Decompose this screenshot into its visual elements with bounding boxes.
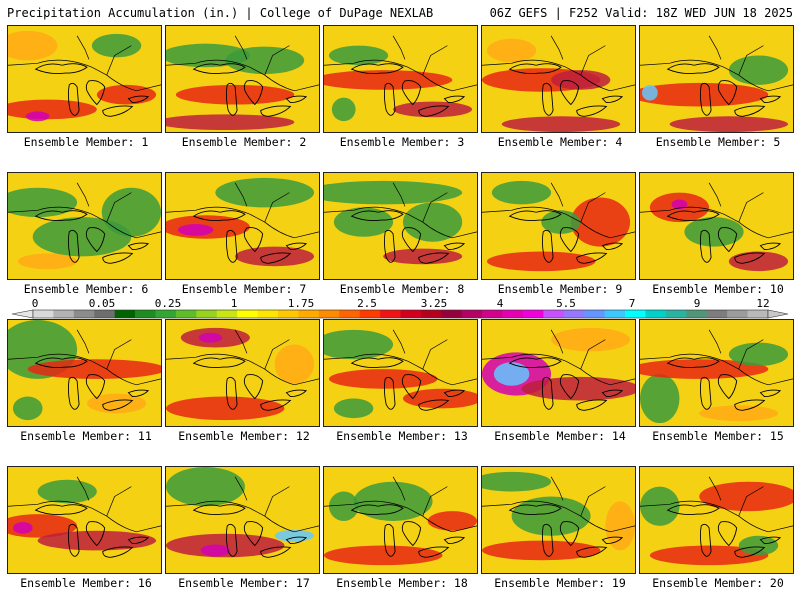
ensemble-member-label: Ensemble Member: 10: [652, 282, 784, 296]
colorbar-segment: [318, 310, 340, 318]
colorbar-segment: [298, 310, 320, 318]
ensemble-member-label: Ensemble Member: 5: [655, 135, 781, 149]
colorbar-segment: [625, 310, 646, 318]
colorbar-segment: [339, 310, 360, 318]
ensemble-map-12: [165, 319, 320, 427]
colorbar-segment: [196, 310, 218, 318]
ensemble-map-5: [639, 25, 794, 133]
ensemble-member-label: Ensemble Member: 12: [178, 429, 310, 443]
colorbar-segment: [278, 310, 299, 318]
colorbar-tick-label: 3.25: [420, 297, 448, 310]
ensemble-member-label: Ensemble Member: 13: [336, 429, 468, 443]
ensemble-map-10: [639, 172, 794, 280]
ensemble-member-label: Ensemble Member: 11: [20, 429, 152, 443]
ensemble-member-label: Ensemble Member: 9: [497, 282, 623, 296]
colorbar-tick-label: 0.05: [88, 297, 116, 310]
colorbar-segment: [706, 310, 728, 318]
colorbar-segment: [216, 310, 238, 318]
ensemble-member-label: Ensemble Member: 17: [178, 576, 310, 590]
ensemble-member-label: Ensemble Member: 18: [336, 576, 468, 590]
colorbar-segment: [523, 310, 544, 318]
ensemble-member-label: Ensemble Member: 4: [497, 135, 623, 149]
colorbar-tick-label: 1: [230, 297, 238, 310]
ensemble-map-13: [323, 319, 478, 427]
colorbar-segment: [114, 310, 136, 318]
ensemble-map-19: [481, 466, 636, 574]
ensemble-map-14: [481, 319, 636, 427]
ensemble-map-15: [639, 319, 794, 427]
model-run-info: 06Z GEFS | F252 Valid: 18Z WED JUN 18 20…: [489, 6, 793, 20]
ensemble-map-11: [7, 319, 162, 427]
colorbar-tick-label: 0: [31, 297, 39, 310]
colorbar-segment: [543, 310, 565, 318]
ensemble-member-label: Ensemble Member: 14: [494, 429, 626, 443]
colorbar-segment: [727, 310, 748, 318]
ensemble-map-18: [323, 466, 478, 574]
colorbar-segment: [135, 310, 156, 318]
ensemble-map-17: [165, 466, 320, 574]
colorbar-segment: [155, 310, 177, 318]
colorbar-segment: [94, 310, 115, 318]
colorbar-segment: [175, 310, 197, 318]
colorbar-tick-label: 0.25: [154, 297, 182, 310]
ensemble-member-label: Ensemble Member: 2: [181, 135, 307, 149]
colorbar-segment: [237, 310, 258, 318]
ensemble-member-label: Ensemble Member: 1: [23, 135, 149, 149]
map-title: Precipitation Accumulation (in.) | Colle…: [7, 6, 434, 20]
colorbar-segment: [441, 310, 463, 318]
colorbar-tick-label: 2.5: [357, 297, 377, 310]
colorbar-segment: [502, 310, 524, 318]
colorbar-tick-label: 5.5: [556, 297, 576, 310]
colorbar-tick-label: 7: [628, 297, 636, 310]
colorbar-segment: [400, 310, 422, 318]
colorbar-segment: [73, 310, 95, 318]
ensemble-member-label: Ensemble Member: 3: [339, 135, 465, 149]
ensemble-map-1: [7, 25, 162, 133]
ensemble-member-label: Ensemble Member: 19: [494, 576, 626, 590]
colorbar-segment: [686, 310, 708, 318]
colorbar-segment: [747, 310, 769, 318]
colorbar-segment: [665, 310, 687, 318]
ensemble-member-label: Ensemble Member: 6: [23, 282, 149, 296]
colorbar-segment: [563, 310, 585, 318]
colorbar-segment: [645, 310, 667, 318]
ensemble-member-label: Ensemble Member: 16: [20, 576, 152, 590]
ensemble-member-label: Ensemble Member: 8: [339, 282, 465, 296]
colorbar-tick-label: 1.75: [287, 297, 315, 310]
colorbar-tick-label: 9: [693, 297, 701, 310]
colorbar-high-arrow: [767, 309, 789, 319]
colorbar-low-arrow: [11, 309, 34, 319]
ensemble-member-label: Ensemble Member: 15: [652, 429, 784, 443]
colorbar-tick-label: 4: [496, 297, 504, 310]
ensemble-map-7: [165, 172, 320, 280]
ensemble-map-20: [639, 466, 794, 574]
colorbar-segment: [33, 310, 54, 318]
colorbar-segment: [53, 310, 75, 318]
ensemble-map-3: [323, 25, 478, 133]
colorbar-segment: [461, 310, 483, 318]
colorbar-segment: [257, 310, 279, 318]
ensemble-map-8: [323, 172, 478, 280]
precipitation-colorbar: [11, 309, 789, 319]
colorbar-segment: [420, 310, 442, 318]
ensemble-map-2: [165, 25, 320, 133]
colorbar-segment: [584, 310, 605, 318]
colorbar-segment: [482, 310, 503, 318]
colorbar-segment: [604, 310, 626, 318]
colorbar-segment: [380, 310, 401, 318]
ensemble-map-4: [481, 25, 636, 133]
colorbar-tick-label: 12: [756, 297, 770, 310]
ensemble-map-16: [7, 466, 162, 574]
ensemble-map-6: [7, 172, 162, 280]
ensemble-member-label: Ensemble Member: 20: [652, 576, 784, 590]
ensemble-member-label: Ensemble Member: 7: [181, 282, 307, 296]
ensemble-map-9: [481, 172, 636, 280]
colorbar-segment: [359, 310, 381, 318]
